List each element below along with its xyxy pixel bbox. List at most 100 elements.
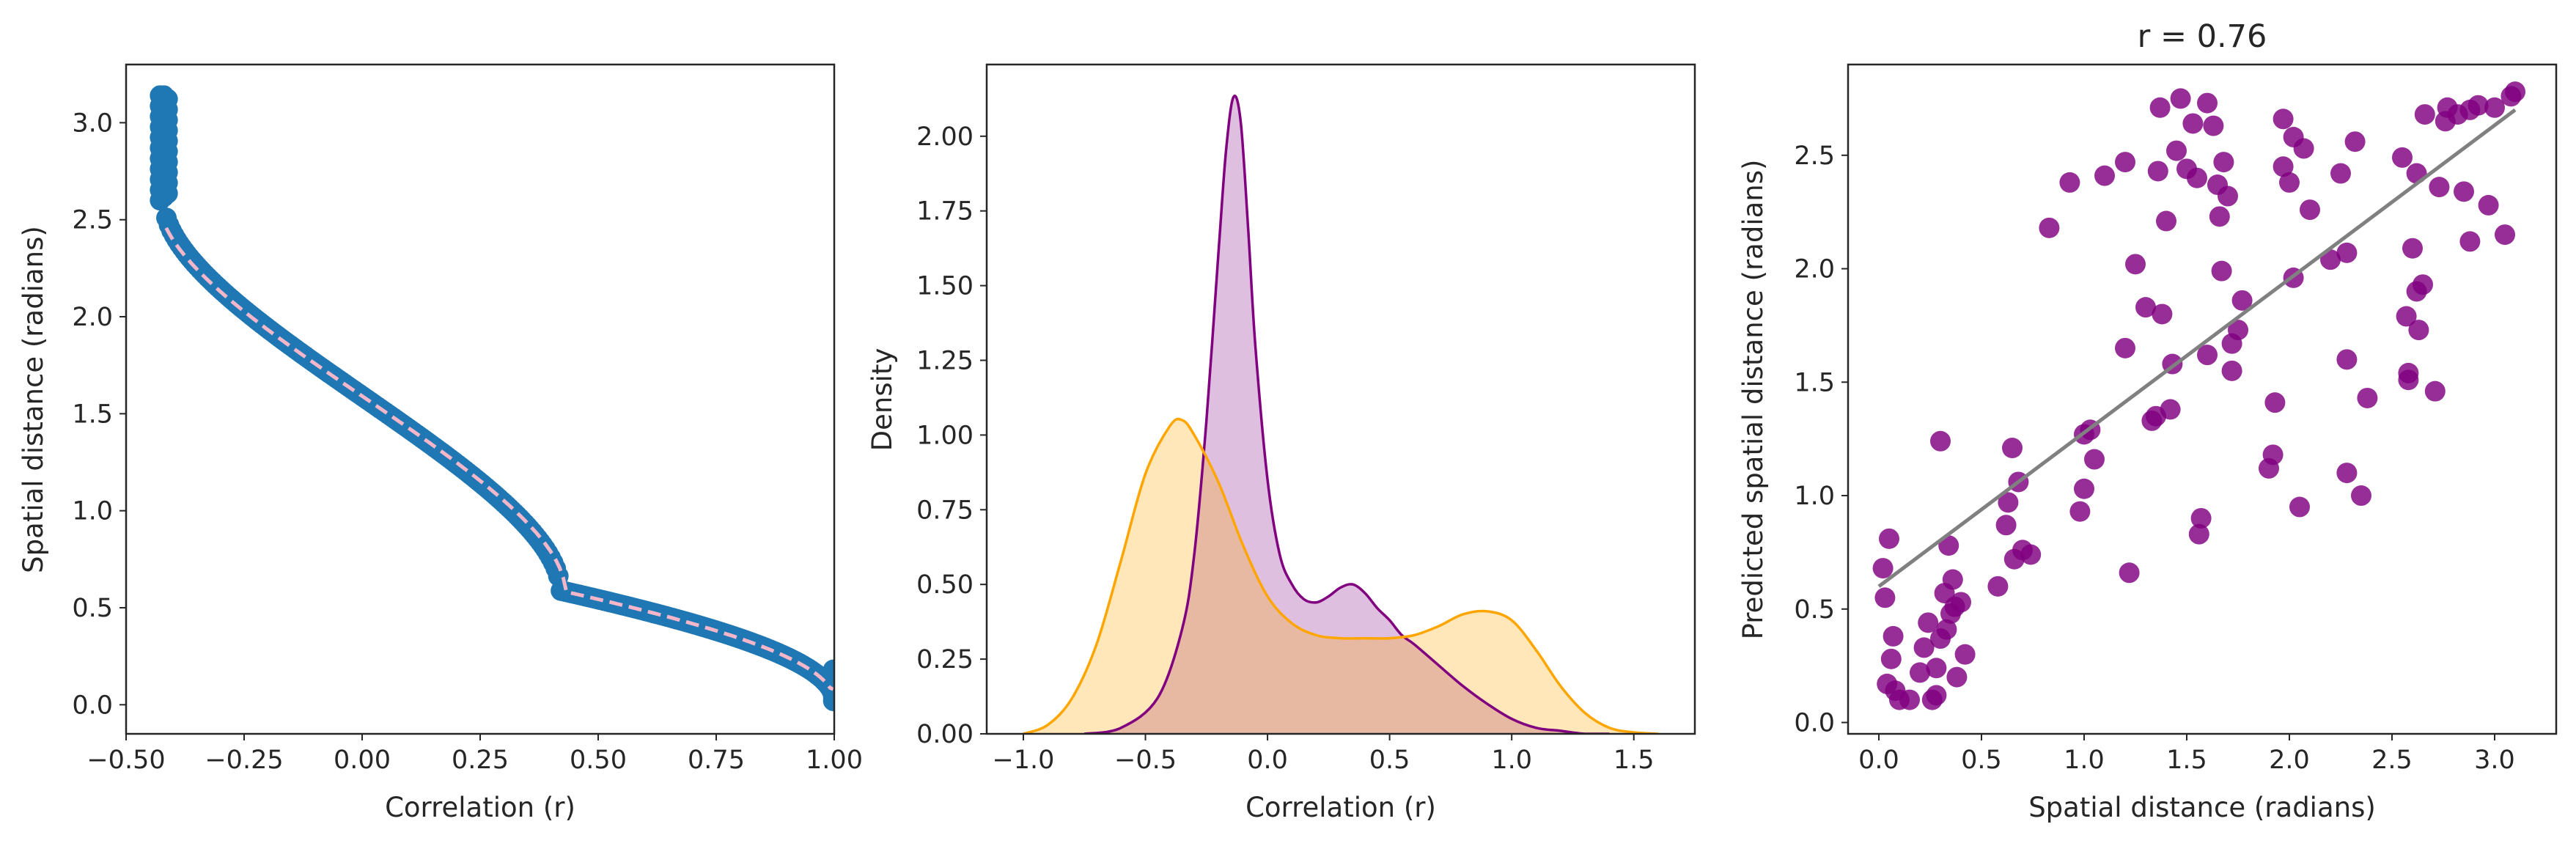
panel-3-title: r = 0.76 bbox=[2138, 18, 2267, 55]
panel-3-x-axis-label: Spatial distance (radians) bbox=[2028, 792, 2376, 823]
y-tick-label: 0.75 bbox=[916, 496, 974, 525]
scatter-point bbox=[2330, 163, 2351, 184]
scatter-point bbox=[2182, 113, 2204, 134]
panel-3-scatter-points bbox=[1872, 81, 2525, 710]
scatter-point bbox=[150, 85, 171, 106]
orange-density-area bbox=[1023, 419, 1658, 734]
orange-density-line bbox=[1023, 417, 1659, 734]
y-tick-label: 0.5 bbox=[1794, 595, 1835, 625]
scatter-point bbox=[1938, 535, 1959, 556]
scatter-point bbox=[2392, 147, 2413, 168]
panel-2-y-axis-label: Density bbox=[866, 348, 898, 452]
y-tick-label: 1.0 bbox=[1794, 482, 1835, 511]
scatter-point bbox=[2351, 485, 2371, 507]
panel-1-x-axis-label: Correlation (r) bbox=[385, 792, 575, 823]
scatter-point bbox=[2074, 478, 2094, 499]
scatter-point bbox=[2213, 152, 2234, 173]
scatter-point bbox=[1872, 558, 1894, 579]
scatter-point bbox=[1899, 689, 1920, 710]
y-tick-label: 1.50 bbox=[916, 272, 974, 301]
scatter-point bbox=[823, 659, 834, 680]
scatter-point bbox=[2468, 95, 2489, 116]
purple-density-area bbox=[1084, 95, 1610, 734]
panel-1-y-ticks: 0.0 0.5 1.0 1.5 2.0 2.5 3.0 bbox=[72, 108, 126, 720]
scatter-point bbox=[2170, 88, 2191, 109]
y-tick-label: 1.75 bbox=[916, 197, 974, 227]
purple-density-line bbox=[1083, 95, 1610, 734]
x-tick-label: 0.0 bbox=[1247, 746, 1288, 775]
scatter-point bbox=[1946, 666, 1968, 688]
x-tick-label: −0.50 bbox=[87, 746, 165, 775]
scatter-point bbox=[2115, 337, 2135, 358]
scatter-point bbox=[2300, 199, 2320, 221]
y-tick-label: 0.0 bbox=[1794, 709, 1835, 738]
scatter-point bbox=[2149, 97, 2171, 118]
panel-2-y-ticks: 0.00 0.25 0.50 0.75 1.00 1.25 1.50 1.75 2.00 bbox=[916, 122, 987, 749]
scatter-point bbox=[2069, 501, 2091, 522]
scatter-point bbox=[2135, 297, 2156, 318]
scatter-point bbox=[2160, 399, 2181, 420]
x-tick-label: 0.0 bbox=[1858, 746, 1899, 775]
scatter-point bbox=[2209, 206, 2230, 227]
scatter-point bbox=[2228, 320, 2248, 341]
scatter-point bbox=[2147, 161, 2168, 182]
x-tick-label: 0.5 bbox=[1961, 746, 2002, 775]
scatter-point bbox=[2218, 185, 2238, 207]
y-tick-label: 2.5 bbox=[72, 206, 113, 235]
x-tick-label: 0.00 bbox=[334, 746, 391, 775]
y-tick-label: 1.5 bbox=[1794, 368, 1835, 397]
y-tick-label: 1.0 bbox=[72, 497, 113, 526]
scatter-point bbox=[2115, 152, 2135, 173]
scatter-point bbox=[2211, 260, 2232, 282]
scatter-point bbox=[1951, 592, 1971, 613]
scatter-point bbox=[1883, 625, 1904, 647]
scatter-point bbox=[1987, 575, 2009, 597]
scatter-point bbox=[1879, 528, 1899, 549]
scatter-point bbox=[2152, 304, 2173, 325]
panel-2-axes-frame bbox=[985, 63, 1696, 735]
x-tick-label: −0.25 bbox=[205, 746, 283, 775]
x-tick-label: −1.0 bbox=[992, 746, 1054, 775]
scatter-point bbox=[2495, 224, 2515, 246]
scatter-point bbox=[1880, 648, 1902, 669]
x-tick-label: 0.50 bbox=[570, 746, 627, 775]
x-tick-label: 2.0 bbox=[2269, 746, 2310, 775]
y-tick-label: 2.00 bbox=[916, 122, 974, 152]
panel-2-density: −1.0 −0.5 0.0 0.5 1.0 1.5 0.00 0.25 0.50 0.75 1.0… bbox=[866, 63, 1696, 823]
x-tick-label: −0.5 bbox=[1114, 746, 1177, 775]
y-tick-label: 2.0 bbox=[1794, 255, 1835, 284]
y-tick-label: 0.0 bbox=[72, 691, 113, 720]
y-tick-label: 0.25 bbox=[916, 645, 974, 674]
scatter-point bbox=[1926, 685, 1947, 706]
panel-1-plot-area bbox=[150, 85, 834, 712]
panel-1-y-axis-label: Spatial distance (radians) bbox=[18, 226, 49, 573]
panel-3-plot-area bbox=[1872, 81, 2525, 710]
y-tick-label: 0.00 bbox=[916, 720, 974, 749]
scatter-point bbox=[2336, 463, 2358, 484]
scatter-point bbox=[1913, 637, 1935, 658]
scatter-point bbox=[2273, 108, 2294, 130]
scatter-point bbox=[2429, 177, 2450, 198]
regression-line bbox=[1877, 108, 2517, 588]
scatter-point bbox=[2459, 231, 2481, 252]
scatter-point bbox=[2188, 523, 2209, 545]
scatter-point bbox=[2402, 238, 2423, 259]
scatter-point bbox=[2273, 156, 2294, 177]
scatter-point bbox=[2289, 496, 2310, 518]
y-tick-label: 0.5 bbox=[72, 594, 113, 623]
scatter-point bbox=[2197, 92, 2218, 114]
scatter-point bbox=[2484, 97, 2505, 118]
scatter-point bbox=[2357, 387, 2378, 408]
scatter-point bbox=[2396, 306, 2417, 327]
y-tick-label: 2.0 bbox=[72, 303, 113, 332]
x-tick-label: 1.0 bbox=[2064, 746, 2105, 775]
panel-2-x-ticks: −1.0 −0.5 0.0 0.5 1.0 1.5 bbox=[992, 734, 1655, 775]
panel-3-x-ticks: 0.0 0.5 1.0 1.5 2.0 2.5 3.0 bbox=[1858, 734, 2515, 775]
scatter-point bbox=[2094, 165, 2115, 186]
scatter-point bbox=[2119, 562, 2140, 584]
scatter-point bbox=[2059, 172, 2080, 193]
y-tick-label: 1.00 bbox=[916, 421, 974, 450]
scatter-point bbox=[2221, 360, 2242, 381]
x-tick-label: 1.00 bbox=[806, 746, 863, 775]
